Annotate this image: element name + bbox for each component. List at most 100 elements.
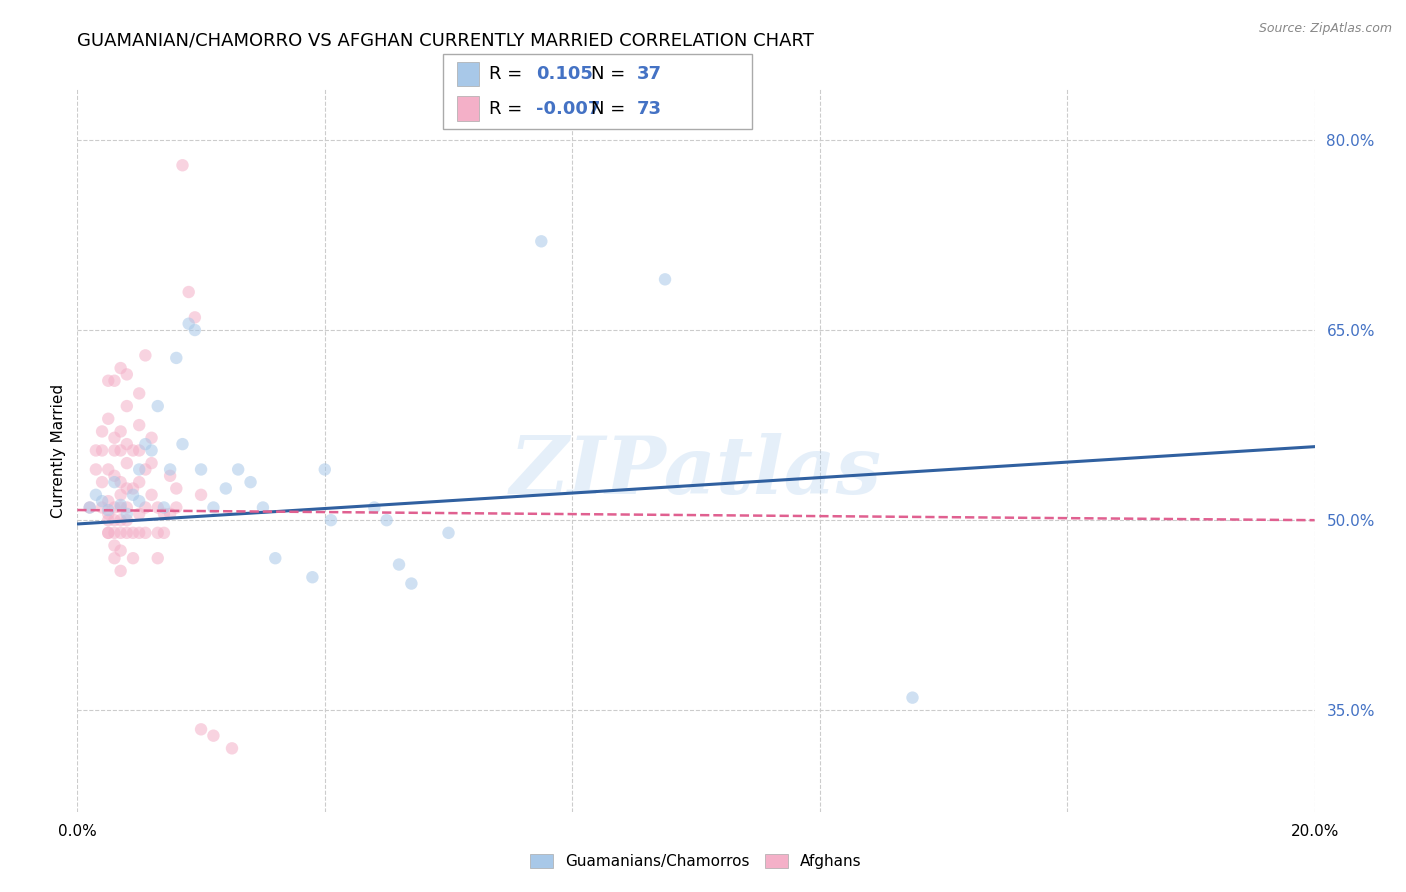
Point <box>91 500 114 515</box>
Point <box>159 462 181 476</box>
Point <box>97 374 120 388</box>
Point <box>153 500 176 515</box>
Point <box>128 494 150 508</box>
Point <box>115 437 138 451</box>
Point <box>115 507 138 521</box>
Point <box>110 361 132 376</box>
Y-axis label: Currently Married: Currently Married <box>51 384 66 517</box>
Point <box>319 513 342 527</box>
Point <box>97 462 120 476</box>
Point <box>437 525 460 540</box>
Point <box>388 558 411 572</box>
Point <box>122 443 145 458</box>
Point <box>115 500 138 515</box>
Point <box>172 158 194 172</box>
Point <box>141 431 163 445</box>
Point <box>314 462 336 476</box>
Point <box>97 525 120 540</box>
Point <box>103 551 125 566</box>
Point <box>110 425 132 439</box>
Point <box>97 503 120 517</box>
Point <box>110 500 132 515</box>
Point <box>146 399 169 413</box>
Point <box>134 462 156 476</box>
Point <box>103 443 125 458</box>
Point <box>79 500 101 515</box>
Point <box>97 525 120 540</box>
Point <box>128 462 150 476</box>
Point <box>110 498 132 512</box>
Point <box>110 543 132 558</box>
Text: 73: 73 <box>637 100 662 118</box>
Point <box>84 462 107 476</box>
Point <box>115 525 138 540</box>
Point <box>115 399 138 413</box>
Point <box>153 507 176 521</box>
Point <box>134 348 156 362</box>
Point <box>103 513 125 527</box>
Point <box>103 525 125 540</box>
Point <box>134 500 156 515</box>
Point <box>91 443 114 458</box>
Text: 0.105: 0.105 <box>536 65 592 83</box>
Point <box>177 317 200 331</box>
Point <box>146 500 169 515</box>
Point <box>103 475 125 490</box>
Point <box>141 456 163 470</box>
Point <box>177 285 200 299</box>
Point <box>110 513 132 527</box>
Text: -0.007: -0.007 <box>536 100 600 118</box>
Point <box>122 525 145 540</box>
Point <box>122 551 145 566</box>
Point <box>128 507 150 521</box>
Point <box>91 475 114 490</box>
Text: N =: N = <box>591 100 630 118</box>
Point <box>165 500 187 515</box>
Point <box>103 431 125 445</box>
Point <box>184 310 207 325</box>
Point <box>165 482 187 496</box>
Point <box>221 741 243 756</box>
Point <box>97 507 120 521</box>
Point <box>363 500 385 515</box>
Point <box>128 418 150 433</box>
Point <box>226 462 249 476</box>
Point <box>110 525 132 540</box>
Point <box>115 513 138 527</box>
Point <box>141 488 163 502</box>
Point <box>172 437 194 451</box>
Point <box>110 564 132 578</box>
Point <box>654 272 676 286</box>
Point <box>128 443 150 458</box>
Point <box>184 323 207 337</box>
Point <box>84 488 107 502</box>
Point <box>97 513 120 527</box>
Point <box>202 729 225 743</box>
Point <box>97 494 120 508</box>
Point <box>252 500 274 515</box>
Point <box>122 482 145 496</box>
Point <box>103 468 125 483</box>
Point <box>146 525 169 540</box>
Point <box>375 513 398 527</box>
Text: N =: N = <box>591 65 630 83</box>
Point <box>128 386 150 401</box>
Point <box>79 500 101 515</box>
Point <box>103 539 125 553</box>
Point <box>141 443 163 458</box>
Point <box>190 462 212 476</box>
Point <box>159 507 181 521</box>
Point <box>165 351 187 365</box>
Legend: Guamanians/Chamorros, Afghans: Guamanians/Chamorros, Afghans <box>530 854 862 869</box>
Point <box>190 488 212 502</box>
Text: GUAMANIAN/CHAMORRO VS AFGHAN CURRENTLY MARRIED CORRELATION CHART: GUAMANIAN/CHAMORRO VS AFGHAN CURRENTLY M… <box>77 31 814 49</box>
Point <box>901 690 924 705</box>
Point <box>110 475 132 490</box>
Point <box>115 368 138 382</box>
Point <box>401 576 423 591</box>
Point <box>134 437 156 451</box>
Text: ZIPatlas: ZIPatlas <box>510 434 882 511</box>
Text: R =: R = <box>489 100 529 118</box>
Point <box>122 488 145 502</box>
Point <box>215 482 238 496</box>
